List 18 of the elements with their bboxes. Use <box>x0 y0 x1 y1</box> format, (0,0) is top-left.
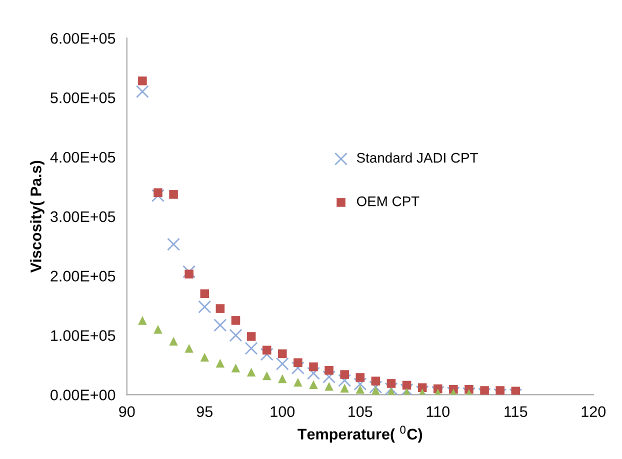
x-tick-label: 105 <box>348 406 372 418</box>
legend-label: Standard JADI CPT <box>356 152 478 163</box>
y-tick-label: 5.00E+05 <box>50 92 116 104</box>
y-tick-label: 2.00E+05 <box>50 270 116 282</box>
y-tick-label: 6.00E+05 <box>50 32 116 44</box>
y-axis-title: Viscosity( Pa.s) <box>30 160 44 273</box>
x-tick-label: 120 <box>582 406 606 418</box>
x-tick-label: 90 <box>119 406 135 418</box>
x-tick-label: 100 <box>270 406 295 418</box>
x-tick-label: 95 <box>196 406 212 418</box>
x-tick-label: 110 <box>426 406 450 418</box>
y-tick-label: 3.00E+05 <box>50 211 116 222</box>
legend-label: OEM CPT <box>356 196 420 206</box>
y-tick-label: 0.00E+00 <box>50 390 116 400</box>
x-tick-label: 115 <box>504 406 528 418</box>
y-tick-label: 4.00E+05 <box>50 152 116 163</box>
x-axis-title: Temperature( $^{0}$C) <box>298 426 422 443</box>
y-tick-label: 1.00E+05 <box>51 330 116 341</box>
